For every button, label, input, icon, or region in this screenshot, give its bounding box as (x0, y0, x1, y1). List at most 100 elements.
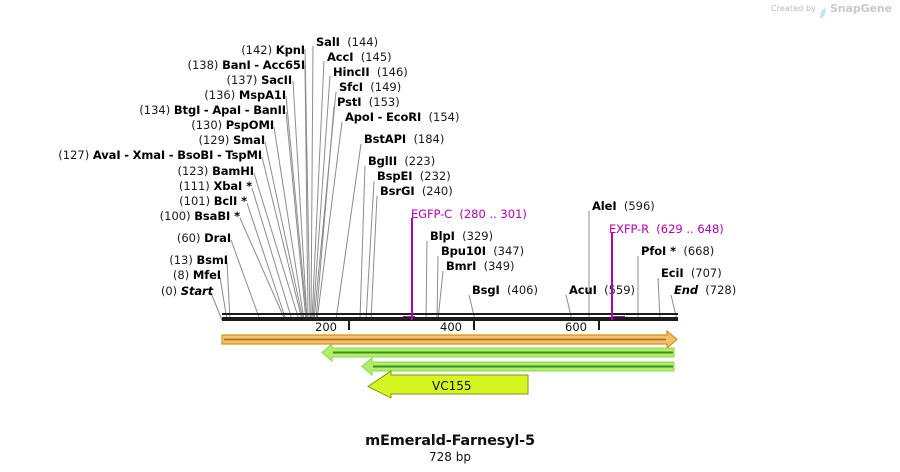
enzyme-position: (153) (368, 95, 400, 109)
enzyme-label-bamhi[interactable]: (123) BamHI (0, 165, 254, 177)
enzyme-name: Acc65I (262, 58, 305, 72)
feature-label-egfp-c[interactable]: EGFP-C (280 .. 301) (411, 208, 527, 220)
enzyme-position: (329) (462, 229, 494, 243)
enzyme-label-mfei[interactable]: (8) MfeI (0, 269, 221, 281)
enzyme-name: BtgI (173, 103, 201, 117)
enzyme-label-acui[interactable]: AcuI (559) (569, 284, 635, 296)
enzyme-label-bsabi[interactable]: (100) BsaBI * (0, 210, 240, 222)
enzyme-position: (60) (176, 231, 201, 245)
enzyme-position: (559) (604, 283, 636, 297)
enzyme-label-sfci[interactable]: SfcI (149) (339, 81, 401, 93)
feature-line-egfp-c (411, 218, 413, 320)
enzyme-name: ApaI (212, 103, 242, 117)
enzyme-name: BspEI (377, 169, 413, 183)
enzyme-position: (101) (179, 194, 211, 208)
page-title: mEmerald-Farnesyl-5 (365, 433, 535, 449)
enzyme-position: (223) (404, 154, 436, 168)
enzyme-name: BanI (222, 58, 251, 72)
enzyme-position: (8) (172, 268, 190, 282)
enzyme-label-ecii[interactable]: EciI (707) (661, 267, 722, 279)
enzyme-position: (145) (360, 50, 392, 64)
enzyme-label-psti[interactable]: PstI (153) (337, 96, 400, 108)
enzyme-label-bglii[interactable]: BglII (223) (368, 155, 435, 167)
enzyme-label-mspa1i[interactable]: (136) MspA1I (0, 89, 286, 101)
enzyme-label-bsgi[interactable]: BsgI (406) (472, 284, 538, 296)
enzyme-name: PfoI * (641, 244, 677, 258)
enzyme-label-pspomi[interactable]: (130) PspOMI (0, 119, 274, 131)
enzyme-name: BamHI (212, 164, 254, 178)
enzyme-position: (136) (204, 88, 236, 102)
enzyme-label-bsrgi[interactable]: BsrGI (240) (380, 185, 453, 197)
snapgene-credit: Created by SnapGene (771, 2, 892, 19)
feature-arrow-green-2 (361, 356, 675, 377)
enzyme-name: SfcI (339, 80, 363, 94)
enzyme-label-bmri[interactable]: BmrI (349) (446, 260, 515, 272)
sequence-length-label: 728 bp (429, 450, 471, 464)
enzyme-label-sali[interactable]: SalI (144) (316, 36, 378, 48)
ruler-label-400: 400 (440, 320, 462, 334)
enzyme-name: PspOMI (225, 118, 274, 132)
enzyme-label-bspei[interactable]: BspEI (232) (377, 170, 451, 182)
sequence-ruler-bar-thick (222, 317, 678, 321)
enzyme-label-alei[interactable]: AleI (596) (592, 200, 655, 212)
enzyme-label-blpi[interactable]: BlpI (329) (430, 230, 493, 242)
enzyme-label-smai[interactable]: (129) SmaI (0, 133, 266, 147)
feature-range: (280 .. 301) (459, 207, 527, 221)
enzyme-position: (123) (177, 164, 209, 178)
enzyme-name: BsoBI (177, 148, 214, 162)
enzyme-name: AvaI (92, 148, 121, 162)
enzyme-name: BstAPI (364, 132, 407, 146)
enzyme-name: KpnI (275, 43, 305, 57)
feature-label-exfp-r[interactable]: EXFP-R (629 .. 648) (609, 223, 724, 235)
enzyme-position: (129) (198, 133, 230, 147)
enzyme-name: DraI (204, 231, 231, 245)
enzyme-position: (130) (191, 118, 223, 132)
enzyme-label-bstapi[interactable]: BstAPI (184) (364, 133, 444, 145)
enzyme-label-bsmi[interactable]: (13) BsmI (0, 254, 228, 266)
enzyme-name: Bpu10I (441, 244, 486, 258)
feature-arrow-vc155-label: VC155 (432, 379, 472, 393)
enzyme-name: SmaI (233, 133, 265, 147)
enzyme-position: (146) (376, 65, 408, 79)
enzyme-position: (144) (347, 35, 379, 49)
enzyme-label-drai[interactable]: (60) DraI (0, 232, 231, 244)
marker-label-start[interactable]: (0) Start (0, 285, 213, 297)
feature-name: EXFP-R (609, 222, 649, 236)
enzyme-label-acci[interactable]: AccI (145) (327, 51, 392, 63)
enzyme-position: (184) (413, 132, 445, 146)
enzyme-name: SacII (261, 73, 292, 87)
enzyme-label-hincii[interactable]: HincII (146) (333, 66, 408, 78)
enzyme-name: BlpI (430, 229, 455, 243)
enzyme-label-bpu10i[interactable]: Bpu10I (347) (441, 245, 524, 257)
enzyme-label-kpni[interactable]: (142) KpnI (0, 44, 305, 56)
snapgene-leaf-icon (819, 4, 827, 19)
enzyme-label-bani-acc65i[interactable]: (138) BanI - Acc65I (187, 58, 306, 72)
enzyme-name: AcuI (569, 283, 597, 297)
marker-label-end[interactable]: End (728) (674, 284, 736, 296)
feature-arrow-vc155 (367, 370, 529, 399)
enzyme-position: (406) (507, 283, 538, 297)
enzyme-label-avai-xmai-bsobi-tspmi[interactable]: (127) AvaI - XmaI - BsoBI - TspMI (58, 148, 262, 162)
enzyme-position: (154) (428, 110, 460, 124)
ruler-tick-600 (598, 321, 600, 330)
enzyme-label-pfoi[interactable]: PfoI * (668) (641, 245, 714, 257)
enzyme-label-btgi-apai-banii[interactable]: (134) BtgI - ApaI - BanII (139, 103, 286, 117)
enzyme-position: (137) (226, 73, 258, 87)
enzyme-position: (349) (483, 259, 515, 273)
enzyme-position: (240) (421, 184, 453, 198)
enzyme-name: AleI (592, 199, 617, 213)
ruler-tick-400 (473, 321, 475, 330)
enzyme-label-sacii[interactable]: (137) SacII (0, 74, 292, 86)
enzyme-position: (149) (370, 80, 402, 94)
ruler-tick-200 (348, 321, 350, 330)
enzyme-label-xbai[interactable]: (111) XbaI * (0, 180, 252, 192)
enzyme-label-bcli[interactable]: (101) BclI * (0, 195, 247, 207)
marker-position: (728) (705, 283, 737, 297)
enzyme-name: AccI (327, 50, 354, 64)
enzyme-label-apoi-ecori[interactable]: ApoI - EcoRI (154) (345, 110, 460, 124)
enzyme-name: BsgI (472, 283, 500, 297)
enzyme-name: EciI (661, 266, 684, 280)
feature-arrows (221, 330, 678, 399)
enzyme-name: XbaI * (213, 179, 252, 193)
